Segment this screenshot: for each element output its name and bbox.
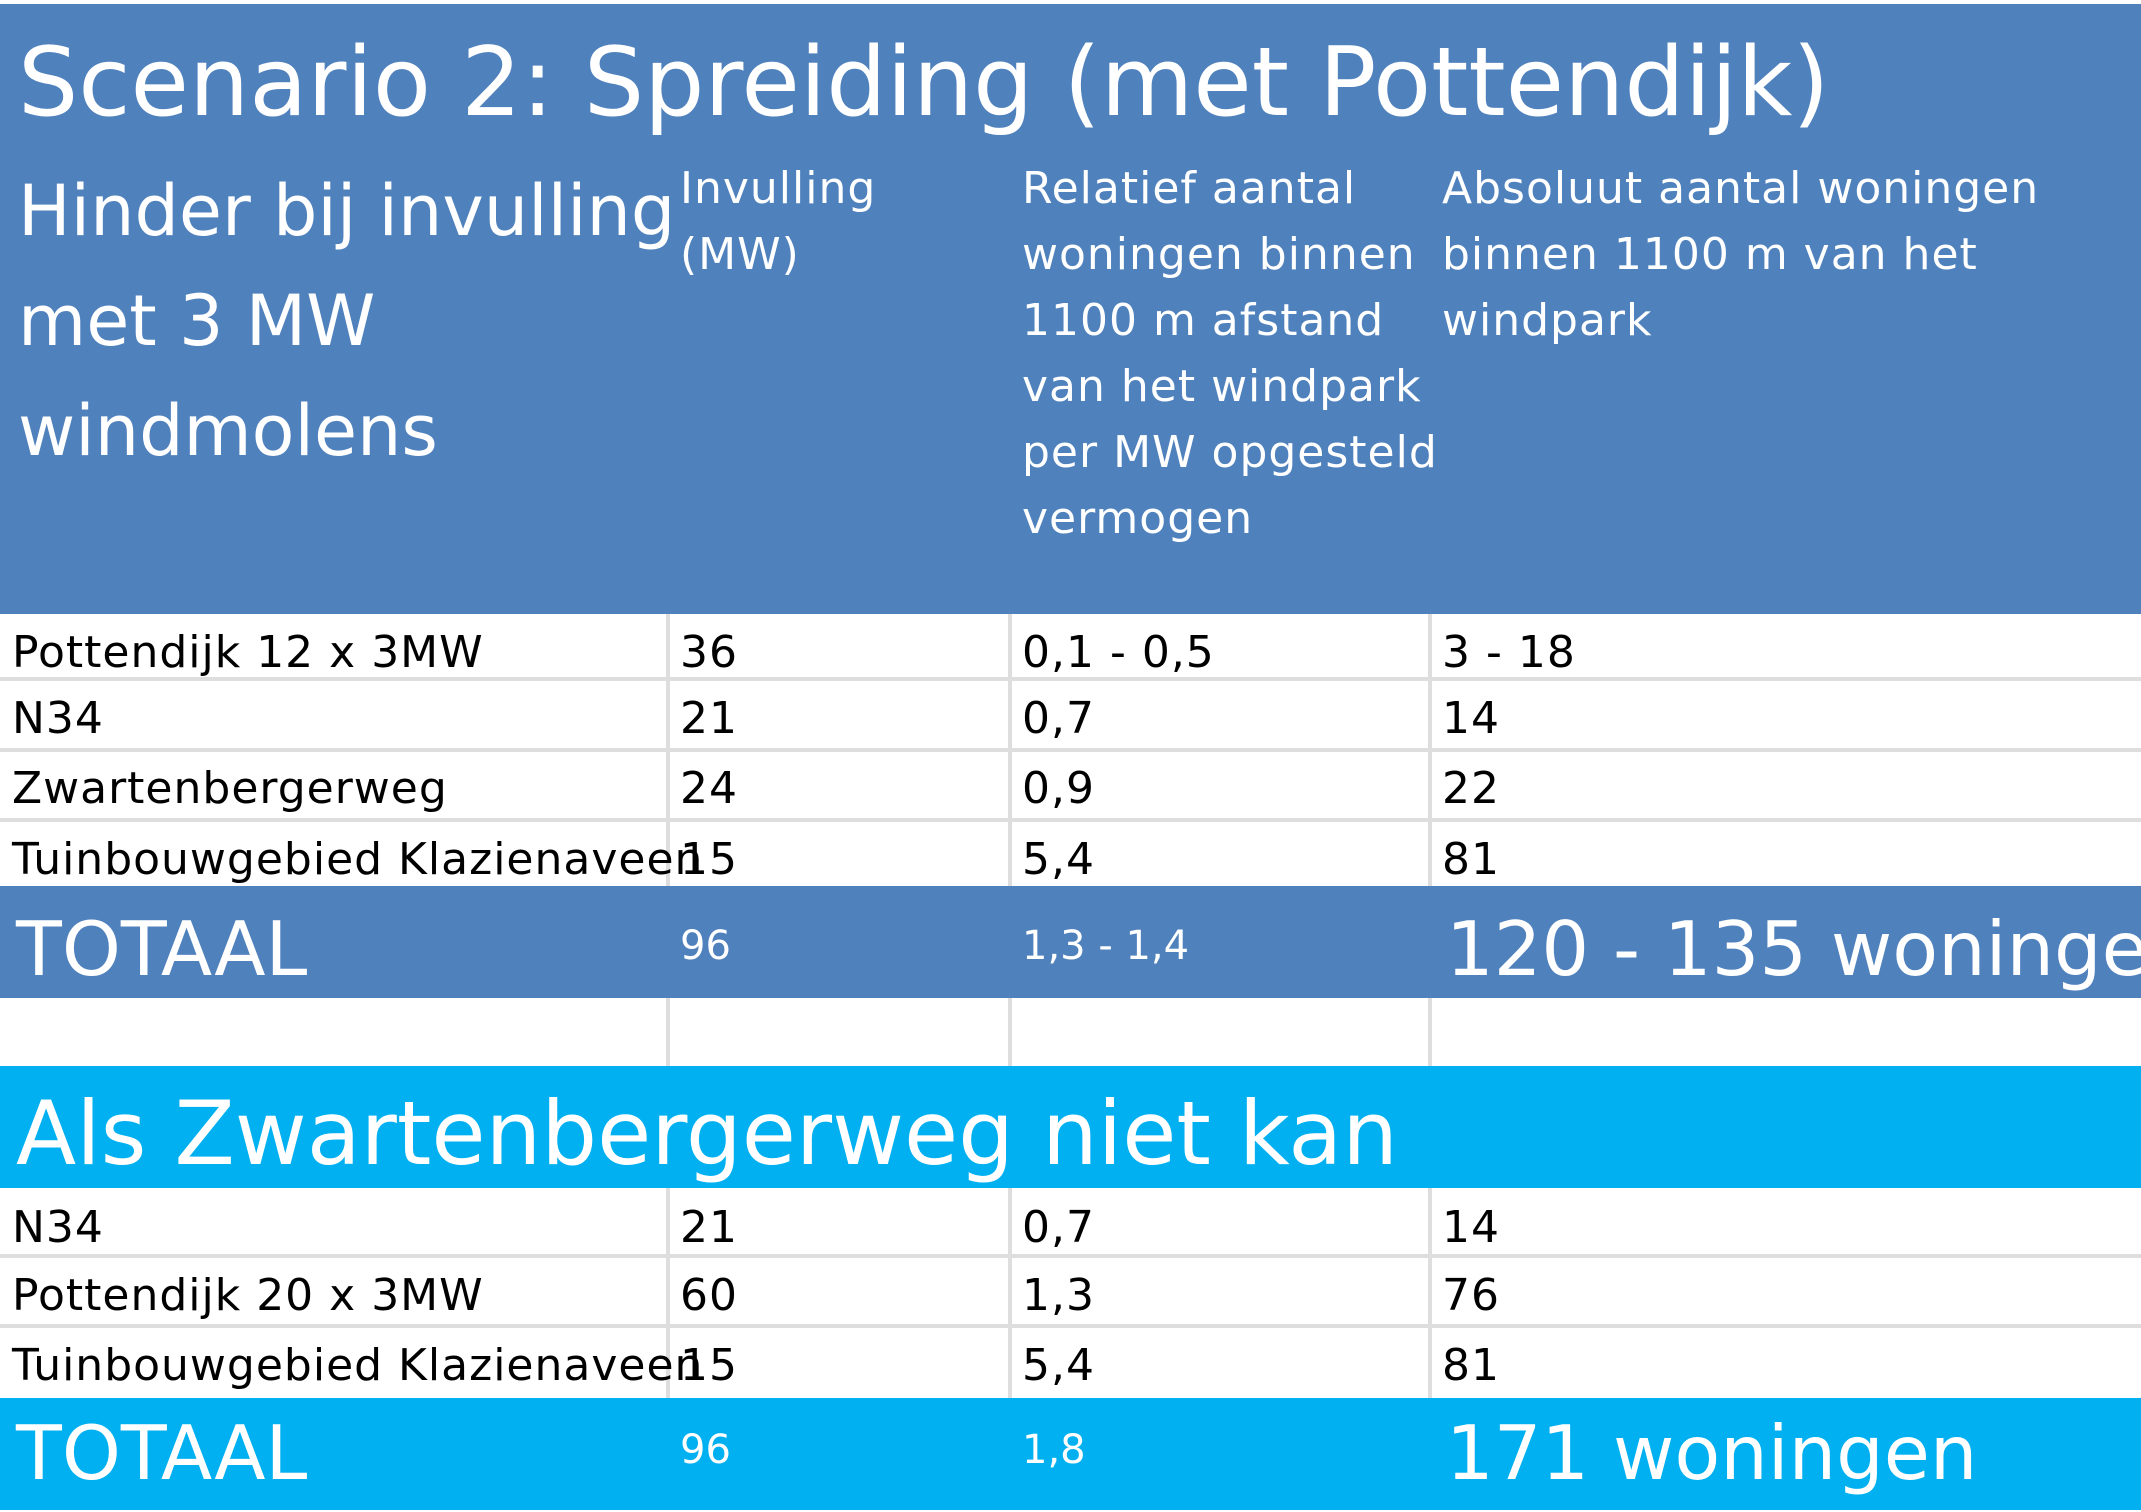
table-row-relatief: 0,1 - 0,5 bbox=[1022, 627, 1215, 678]
column-divider bbox=[1428, 1188, 1432, 1398]
total-mw: 96 bbox=[680, 923, 731, 969]
table-row-mw: 60 bbox=[680, 1270, 738, 1321]
row-divider bbox=[0, 1254, 2141, 1258]
table-row-absoluut: 22 bbox=[1442, 763, 1500, 814]
table-row-mw: 15 bbox=[680, 1340, 738, 1391]
table-row-name: N34 bbox=[12, 693, 104, 744]
table-row-mw: 21 bbox=[680, 1202, 738, 1253]
header-col-relatief-line: woningen binnen bbox=[1022, 229, 1416, 280]
header-col-relatief: Relatief aantal woningen binnen 1100 m a… bbox=[1022, 156, 1438, 552]
table-row-name: N34 bbox=[12, 1202, 104, 1253]
column-divider bbox=[1008, 998, 1012, 1066]
section2-total-relatief: 1,8 bbox=[1022, 1427, 1086, 1473]
header-col-invulling: Invulling (MW) bbox=[680, 156, 876, 288]
header-col-hinder-line: met 3 MW bbox=[18, 280, 376, 362]
table-row-relatief: 0,9 bbox=[1022, 763, 1095, 814]
header-col-relatief-line: Relatief aantal bbox=[1022, 163, 1357, 214]
table-row-absoluut: 81 bbox=[1442, 834, 1500, 885]
table-row-mw: 21 bbox=[680, 693, 738, 744]
header-band bbox=[0, 4, 2141, 614]
column-divider bbox=[1008, 1188, 1012, 1398]
section2-title: Als Zwartenbergerweg niet kan bbox=[16, 1082, 1398, 1185]
table-row-absoluut: 3 - 18 bbox=[1442, 627, 1576, 678]
table-row-absoluut: 81 bbox=[1442, 1340, 1500, 1391]
table-row-name: Pottendijk 12 x 3MW bbox=[12, 627, 484, 678]
header-col-absoluut: Absoluut aantal woningen binnen 1100 m v… bbox=[1442, 156, 2039, 354]
column-divider bbox=[666, 614, 670, 886]
table-row-mw: 36 bbox=[680, 627, 738, 678]
table-row-name: Tuinbouwgebied Klazienaveen bbox=[12, 1340, 704, 1391]
row-divider bbox=[0, 748, 2141, 752]
table-row-name: Zwartenbergerweg bbox=[12, 763, 448, 814]
table-row-name: Pottendijk 20 x 3MW bbox=[12, 1270, 484, 1321]
page-title: Scenario 2: Spreiding (met Pottendijk) bbox=[18, 28, 1830, 138]
total-absoluut: 120 - 135 woningen bbox=[1446, 905, 2141, 993]
column-divider bbox=[666, 1188, 670, 1398]
section2-total-absoluut: 171 woningen bbox=[1446, 1409, 1978, 1497]
header-col-absoluut-line: Absoluut aantal woningen bbox=[1442, 163, 2040, 214]
total-label: TOTAAL bbox=[16, 905, 308, 993]
column-divider bbox=[666, 998, 670, 1066]
header-col-absoluut-line: windpark bbox=[1442, 295, 1653, 346]
table-row-relatief: 0,7 bbox=[1022, 1202, 1095, 1253]
header-col-hinder: Hinder bij invulling met 3 MW windmolens bbox=[18, 156, 675, 486]
table-row-mw: 15 bbox=[680, 834, 738, 885]
header-col-relatief-line: per MW opgesteld bbox=[1022, 427, 1438, 478]
row-divider bbox=[0, 818, 2141, 822]
row-divider bbox=[0, 677, 2141, 681]
total-relatief: 1,3 - 1,4 bbox=[1022, 923, 1190, 969]
header-col-relatief-line: vermogen bbox=[1022, 493, 1254, 544]
column-divider bbox=[1008, 614, 1012, 886]
table-row-name: Tuinbouwgebied Klazienaveen bbox=[12, 834, 704, 885]
table-row-relatief: 5,4 bbox=[1022, 834, 1095, 885]
section2-total-mw: 96 bbox=[680, 1427, 731, 1473]
header-col-invulling-line: (MW) bbox=[680, 229, 800, 280]
header-col-hinder-line: Hinder bij invulling bbox=[18, 170, 676, 252]
table-row-mw: 24 bbox=[680, 763, 738, 814]
header-col-invulling-line: Invulling bbox=[680, 163, 877, 214]
section2-band bbox=[0, 1066, 2141, 1188]
header-col-relatief-line: 1100 m afstand bbox=[1022, 295, 1385, 346]
header-col-relatief-line: van het windpark bbox=[1022, 361, 1422, 412]
column-divider bbox=[1428, 614, 1432, 886]
column-divider bbox=[1428, 998, 1432, 1066]
table-row-relatief: 0,7 bbox=[1022, 693, 1095, 744]
header-col-absoluut-line: binnen 1100 m van het bbox=[1442, 229, 1978, 280]
section2-total-label: TOTAAL bbox=[16, 1409, 308, 1497]
table-row-relatief: 1,3 bbox=[1022, 1270, 1095, 1321]
row-divider bbox=[0, 1324, 2141, 1328]
total-band bbox=[0, 886, 2141, 998]
table-row-absoluut: 14 bbox=[1442, 693, 1500, 744]
header-col-hinder-line: windmolens bbox=[18, 390, 438, 472]
table-row-relatief: 5,4 bbox=[1022, 1340, 1095, 1391]
table-row-absoluut: 76 bbox=[1442, 1270, 1500, 1321]
section2-total-band bbox=[0, 1398, 2141, 1510]
table-row-absoluut: 14 bbox=[1442, 1202, 1500, 1253]
